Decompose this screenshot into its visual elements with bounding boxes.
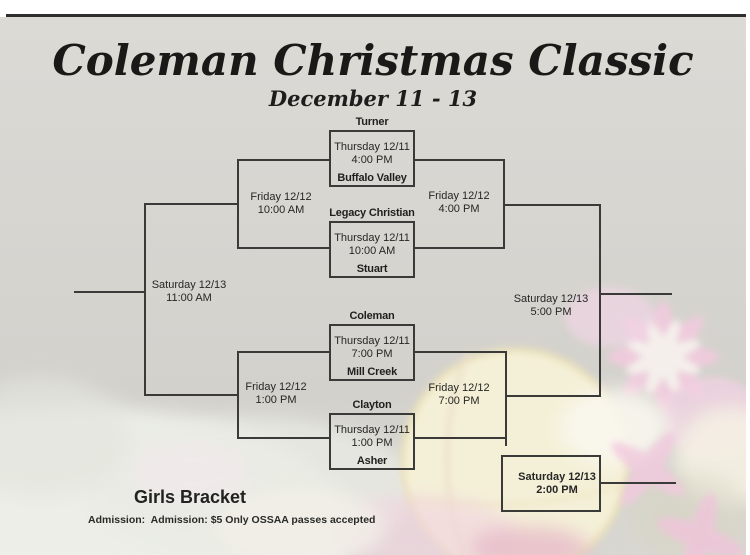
bracket-line: [415, 247, 505, 249]
team-label-coleman: Coleman: [349, 310, 395, 322]
game3-box: Thursday 12/11 7:00 PM Mill Creek: [329, 324, 415, 381]
admission-note: Admission: Admission: $5 Only OSSAA pass…: [88, 514, 376, 526]
bracket-line: [144, 203, 146, 396]
bracket-line: [415, 159, 505, 161]
game3-schedule: Thursday 12/11 7:00 PM: [334, 335, 410, 360]
bracket-line: [415, 437, 507, 439]
bracket-line: [237, 247, 329, 249]
game2-box: Thursday 12/11 10:00 AM Stuart: [329, 221, 415, 278]
bracket-line: [237, 437, 329, 439]
bracket-line: [237, 351, 329, 353]
game1-box: Thursday 12/11 4:00 PM Buffalo Valley: [329, 130, 415, 187]
game2-schedule: Thursday 12/11 10:00 AM: [334, 232, 410, 257]
team-label-legacy-christian: Legacy Christian: [329, 207, 415, 219]
team-label-mill-creek: Mill Creek: [347, 366, 397, 378]
round-label-saturday-11am: Saturday 12/13 11:00 AM: [151, 279, 227, 304]
page-subtitle: December 11 - 13: [268, 86, 478, 111]
bracket-line: [505, 395, 601, 397]
bracket-line: [74, 291, 146, 293]
page-title: Coleman Christmas Classic: [52, 36, 694, 85]
bracket-line: [503, 204, 601, 206]
team-label-stuart: Stuart: [356, 263, 388, 275]
round-label-saturday-5pm: Saturday 12/13 5:00 PM: [513, 293, 589, 318]
game4-box: Thursday 12/11 1:00 PM Asher: [329, 413, 415, 470]
bracket-heading: Girls Bracket: [133, 487, 247, 507]
bracket-line: [415, 351, 507, 353]
bracket-line: [144, 394, 239, 396]
bracket-line: [600, 482, 676, 484]
saturday-2pm-box: Saturday 12/13 2:00 PM: [501, 455, 601, 512]
team-label-clayton: Clayton: [352, 399, 392, 411]
bracket-line: [144, 203, 239, 205]
bracket-line: [599, 293, 672, 295]
top-border-rule: [6, 14, 746, 17]
team-label-buffalo-valley: Buffalo Valley: [337, 172, 407, 184]
round-label-friday-10am: Friday 12/12 10:00 AM: [250, 191, 312, 216]
bracket-line: [505, 351, 507, 446]
round-label-friday-7pm: Friday 12/12 7:00 PM: [428, 382, 490, 407]
bracket-line: [599, 204, 601, 397]
round-label-friday-1pm: Friday 12/12 1:00 PM: [245, 381, 307, 406]
game1-schedule: Thursday 12/11 4:00 PM: [334, 141, 410, 166]
game4-schedule: Thursday 12/11 1:00 PM: [334, 424, 410, 449]
round-label-friday-4pm: Friday 12/12 4:00 PM: [428, 190, 490, 215]
bracket-line: [237, 159, 329, 161]
team-label-asher: Asher: [356, 455, 388, 467]
team-label-turner: Turner: [355, 116, 389, 128]
